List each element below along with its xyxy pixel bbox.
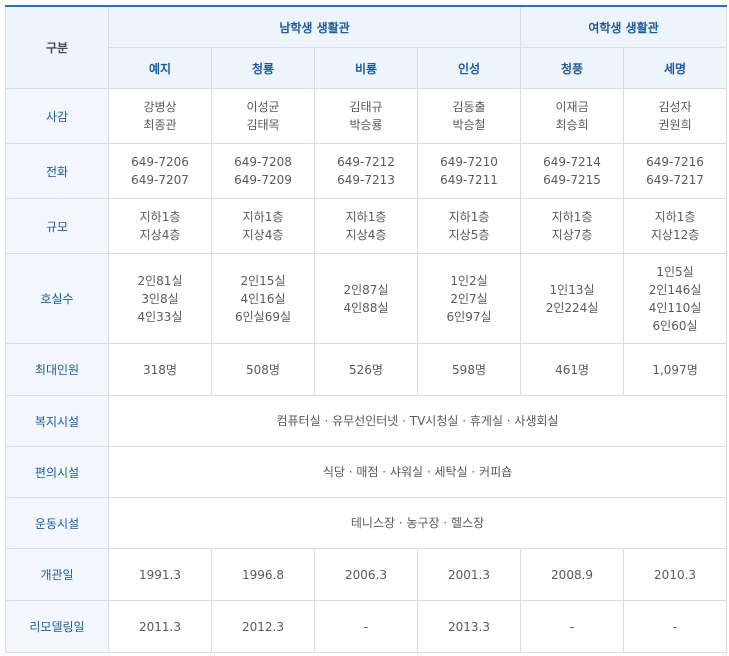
- table-row-opened: 개관일 1991.3 1996.8 2006.3 2001.3 2008.9 2…: [5, 548, 728, 601]
- table-row-rooms: 호실수 2인81실 3인8실 4인33실 2인15실 4인16실 6인실69실 2인87…: [5, 253, 728, 344]
- row-label-capacity: 최대인원: [5, 343, 109, 396]
- header-dorm-inseong: 인성: [416, 47, 522, 89]
- scale-cell: 지하1층 지상4층: [211, 198, 315, 254]
- header-dorm-semyeong: 세명: [623, 47, 728, 89]
- welfare-cell: 컴퓨터실 · 유무선인터넷 · TV시청실 · 휴게실 · 사생회실: [107, 395, 728, 447]
- rooms-cell: 2인81실 3인8실 4인33실: [108, 253, 212, 344]
- capacity-cell: 461명: [520, 343, 625, 396]
- row-label-rooms: 호실수: [5, 253, 109, 344]
- table-row-phone: 전화 649-7206 649-7207 649-7208 649-7209 649…: [5, 143, 728, 199]
- convenience-cell: 식당 · 매점 · 샤워실 · 세탁실 · 커피숍: [107, 446, 728, 498]
- rooms-cell: 2인15실 4인16실 6인실69실: [211, 253, 315, 344]
- table-row-capacity: 최대인원 318명 508명 526명 598명 461명 1,097명: [5, 343, 728, 396]
- opened-cell: 2010.3: [623, 548, 728, 601]
- table-row-sports: 운동시설 테니스장 · 농구장 · 헬스장: [5, 497, 728, 549]
- manager-cell: 이성균 김태목: [211, 88, 315, 144]
- remodeled-cell: -: [314, 600, 418, 653]
- row-label-manager: 사감: [5, 88, 109, 144]
- scale-cell: 지하1층 지상4층: [108, 198, 212, 254]
- scale-cell: 지하1층 지상12층: [623, 198, 728, 254]
- opened-cell: 2001.3: [416, 548, 522, 601]
- table-row-welfare: 복지시설 컴퓨터실 · 유무선인터넷 · TV시청실 · 휴게실 · 사생회실: [5, 395, 728, 447]
- table-row-convenience: 편의시설 식당 · 매점 · 샤워실 · 세탁실 · 커피숍: [5, 446, 728, 498]
- opened-cell: 2008.9: [520, 548, 625, 601]
- opened-cell: 2006.3: [314, 548, 418, 601]
- header-group-male: 남학생 생활관: [107, 5, 522, 48]
- capacity-cell: 598명: [416, 343, 522, 396]
- rooms-cell: 2인87실 4인88실: [314, 253, 418, 344]
- table-row-scale: 규모 지하1층 지상4층 지하1층 지상4층 지하1층 지상4층 지하1층 지상5층 지…: [5, 198, 728, 254]
- opened-cell: 1991.3: [108, 548, 212, 601]
- row-label-convenience: 편의시설: [5, 446, 109, 498]
- capacity-cell: 508명: [211, 343, 315, 396]
- rooms-cell: 1인2실 2인7실 6인97실: [416, 253, 522, 344]
- capacity-cell: 318명: [108, 343, 212, 396]
- scale-cell: 지하1층 지상7층: [520, 198, 625, 254]
- rooms-cell: 1인13실 2인224실: [520, 253, 625, 344]
- table-row-manager: 사감 강병상 최종관 이성균 김태목 김태규 박승룡 김동출 박승철 이재금 최승희 김성…: [5, 88, 728, 144]
- phone-cell: 649-7206 649-7207: [108, 143, 212, 199]
- row-label-sports: 운동시설: [5, 497, 109, 549]
- manager-cell: 김동출 박승철: [416, 88, 522, 144]
- sports-cell: 테니스장 · 농구장 · 헬스장: [107, 497, 728, 549]
- manager-cell: 강병상 최종관: [108, 88, 212, 144]
- header-dorm-yeji: 예지: [108, 47, 212, 89]
- phone-cell: 649-7216 649-7217: [623, 143, 728, 199]
- row-label-remodeled: 리모델링일: [5, 600, 109, 653]
- row-label-phone: 전화: [5, 143, 109, 199]
- opened-cell: 1996.8: [211, 548, 315, 601]
- phone-cell: 649-7208 649-7209: [211, 143, 315, 199]
- header-group-female: 여학생 생활관: [520, 5, 728, 48]
- rooms-cell: 1인5실 2인146실 4인110실 6인60실: [623, 253, 728, 344]
- manager-cell: 김성자 권원희: [623, 88, 728, 144]
- dormitory-info-table: 구분 남학생 생활관 여학생 생활관 예지 청룡 비룡 인성 청풍 세명 사감 …: [5, 5, 728, 653]
- capacity-cell: 526명: [314, 343, 418, 396]
- row-label-scale: 규모: [5, 198, 109, 254]
- scale-cell: 지하1층 지상4층: [314, 198, 418, 254]
- remodeled-cell: 2012.3: [211, 600, 315, 653]
- header-dorm-cheongryong: 청룡: [211, 47, 315, 89]
- manager-cell: 이재금 최승희: [520, 88, 625, 144]
- phone-cell: 649-7212 649-7213: [314, 143, 418, 199]
- phone-cell: 649-7210 649-7211: [416, 143, 522, 199]
- header-dorm-cheongpung: 청풍: [520, 47, 625, 89]
- header-category: 구분: [5, 5, 109, 89]
- scale-cell: 지하1층 지상5층: [416, 198, 522, 254]
- remodeled-cell: -: [623, 600, 728, 653]
- remodeled-cell: -: [520, 600, 625, 653]
- row-label-opened: 개관일: [5, 548, 109, 601]
- manager-cell: 김태규 박승룡: [314, 88, 418, 144]
- row-label-welfare: 복지시설: [5, 395, 109, 447]
- remodeled-cell: 2011.3: [108, 600, 212, 653]
- table-row-remodeled: 리모델링일 2011.3 2012.3 - 2013.3 - -: [5, 600, 728, 653]
- dormitory-info-table-wrapper: 구분 남학생 생활관 여학생 생활관 예지 청룡 비룡 인성 청풍 세명 사감 …: [5, 5, 728, 653]
- phone-cell: 649-7214 649-7215: [520, 143, 625, 199]
- capacity-cell: 1,097명: [623, 343, 728, 396]
- remodeled-cell: 2013.3: [416, 600, 522, 653]
- header-dorm-biryong: 비룡: [314, 47, 418, 89]
